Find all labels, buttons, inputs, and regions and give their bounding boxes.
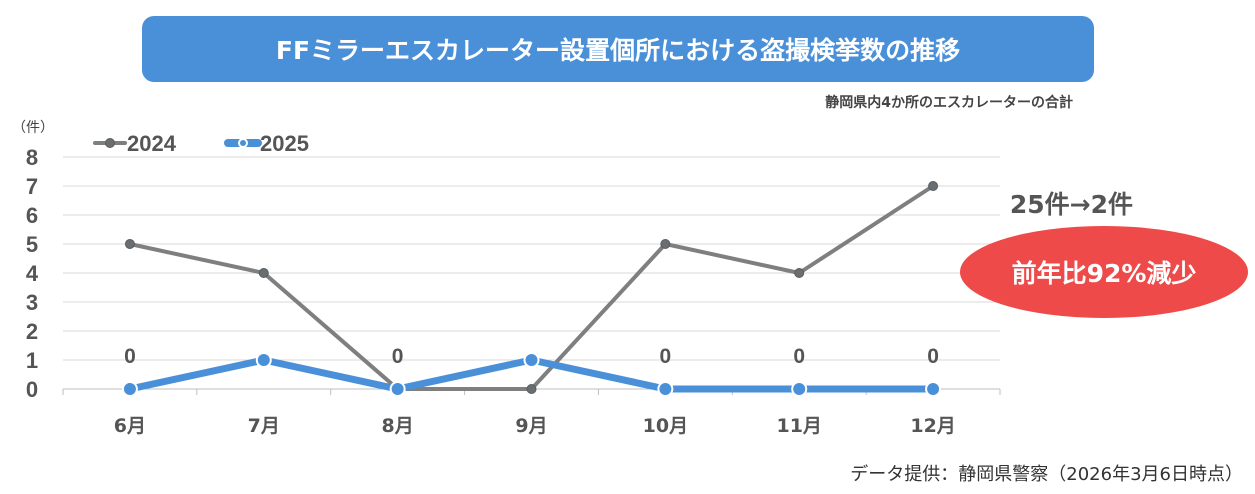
y-axis-unit: （件）: [12, 120, 54, 136]
y-tick-label: 1: [26, 348, 38, 373]
data-point-2024: [794, 268, 805, 278]
data-label: 0: [793, 345, 805, 368]
data-point-2025: [389, 381, 406, 397]
data-point-2024: [526, 384, 537, 394]
y-tick-label: 5: [26, 232, 38, 257]
y-tick-label: 7: [26, 174, 38, 199]
legend-label-2024: 2024: [127, 131, 177, 156]
data-label: 0: [660, 345, 672, 368]
y-tick-label: 3: [26, 290, 38, 315]
data-point-2025: [657, 381, 674, 397]
legend-label-2025: 2025: [260, 131, 309, 156]
x-tick-label: 12月: [910, 415, 955, 437]
data-point-2025: [791, 381, 808, 397]
y-tick-label: 0: [26, 377, 38, 402]
data-point-2025: [255, 352, 272, 368]
data-point-2025: [121, 381, 138, 397]
data-point-2024: [258, 268, 269, 278]
legend-marker-2024: [105, 138, 115, 148]
legend-marker-2025: [238, 138, 248, 148]
chart-title: FFミラーエスカレーター設置個所における盗撮検挙数の推移: [142, 16, 1094, 82]
data-point-2025: [925, 381, 942, 397]
data-point-2024: [660, 239, 671, 249]
change-annotation: 25件→2件: [1009, 190, 1133, 219]
y-tick-label: 6: [26, 203, 38, 228]
data-source: データ提供：静岡県警察（2026年3月6日時点）: [850, 464, 1243, 485]
y-tick-label: 4: [26, 261, 39, 286]
data-point-2024: [124, 239, 135, 249]
x-tick-label: 7月: [248, 415, 280, 437]
x-tick-label: 6月: [114, 415, 146, 437]
data-label: 0: [927, 345, 939, 368]
x-tick-label: 9月: [515, 415, 547, 437]
y-tick-label: 8: [26, 145, 38, 170]
x-tick-label: 8月: [382, 415, 414, 437]
data-point-2024: [928, 181, 939, 191]
reduction-badge: 前年比92%減少: [960, 226, 1248, 318]
data-label: 0: [392, 345, 404, 368]
data-label: 0: [124, 345, 136, 368]
x-tick-label: 10月: [643, 415, 688, 437]
chart-subtitle: 静岡県内4か所のエスカレーターの合計: [825, 95, 1073, 111]
y-tick-label: 2: [26, 319, 38, 344]
data-point-2025: [523, 352, 540, 368]
x-tick-label: 11月: [776, 415, 821, 437]
